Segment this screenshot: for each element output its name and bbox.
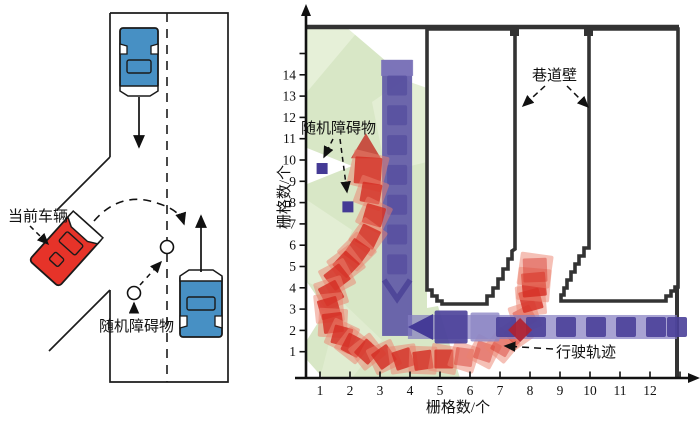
x-tick-label: 7: [497, 383, 504, 398]
left-panel-road-diagram: 当前车辆 随机障碍物: [8, 12, 229, 383]
y-axis-arrow: [301, 4, 311, 16]
wall-pointer-left: [521, 85, 546, 108]
red-mark-halo: [516, 251, 554, 289]
grid-obstacle: [342, 201, 354, 213]
left-obstacle-label: 随机障碍物: [99, 317, 174, 335]
trajectory-label: 行驶轨迹: [556, 344, 616, 361]
x-tick-label: 3: [377, 383, 384, 398]
red-mark: [412, 349, 434, 371]
grid-obstacle: [316, 163, 328, 175]
trajectory-pointer: [503, 341, 554, 352]
wall-label: 巷道壁: [532, 67, 577, 84]
road-outline: [109, 12, 229, 383]
y-tick-label: 1: [289, 344, 296, 359]
x-axis-title: 栅格数/个: [426, 399, 490, 416]
purple-band-marker: [646, 316, 666, 337]
x-axis-arrow: [688, 373, 700, 383]
purple-band-marker: [586, 316, 606, 337]
grid-obstacle-label: 随机障碍物: [301, 119, 376, 137]
y-tick-label: 12: [283, 110, 297, 125]
x-ticks: 1 2 3 4 5 6 7 8 9 10 11 12: [317, 371, 681, 398]
obstacle-circle-2: [126, 285, 142, 301]
purple-column-marker: [387, 164, 408, 185]
x-tick-label: 10: [583, 383, 597, 398]
current-vehicle-label: 当前车辆: [8, 208, 68, 225]
purple-column-chevron: [381, 278, 413, 304]
purple-column-cap: [381, 59, 414, 76]
x-tick-label: 4: [407, 383, 414, 398]
merge-path-arc: [93, 198, 187, 226]
red-current-vehicle: [29, 210, 105, 287]
current-vehicle-pointer: [29, 225, 50, 246]
y-axis-title: 栅格数/个: [276, 165, 293, 229]
grid-obstacle-pointer-1: [323, 138, 334, 159]
wall-pillar-1: [425, 27, 517, 306]
branch-lower-edge: [48, 289, 111, 352]
y-tick-label: 4: [289, 280, 296, 295]
y-tick-label: 7: [289, 216, 296, 231]
red-mark: [353, 156, 383, 185]
purple-band-marker: [434, 310, 468, 344]
obstacle-motion-arrow: [139, 260, 163, 286]
purple-band-marker: [470, 312, 500, 342]
y-tick-label: 13: [283, 89, 297, 104]
obstacle-circle-1: [159, 239, 175, 255]
red-mark: [359, 181, 383, 205]
purple-column-marker: [387, 254, 408, 275]
y-tick-label: 2: [289, 323, 296, 338]
purple-column-marker: [387, 224, 408, 245]
x-tick-label: 2: [347, 383, 354, 398]
purple-column-marker: [387, 75, 408, 96]
grid-obstacle-markers: [316, 163, 354, 213]
purple-band-marker: [526, 316, 546, 337]
x-tick-label: 12: [643, 383, 657, 398]
purple-column-marker: [387, 105, 408, 126]
wall-pointer-right: [566, 85, 590, 109]
purple-band-arrow: [407, 313, 434, 340]
y-tick-label: 8: [289, 195, 296, 210]
x-tick-label: 11: [614, 383, 627, 398]
purple-band-marker: [616, 316, 636, 337]
y-tick-label: 10: [283, 153, 297, 168]
blue-car-top: [119, 27, 159, 97]
y-tick-label: 14: [283, 67, 297, 82]
y-tick-label: 11: [283, 131, 296, 146]
purple-band-marker: [556, 316, 576, 337]
x-tick-label: 9: [557, 383, 564, 398]
y-tick-label: 9: [289, 174, 296, 189]
y-tick-label: 5: [289, 259, 296, 274]
branch-upper-edge: [56, 156, 111, 211]
x-tick-label: 8: [527, 383, 534, 398]
purple-column-marker: [387, 135, 408, 156]
purple-trajectory-vertical: [381, 59, 414, 336]
purple-trajectory-horizontal: [407, 310, 687, 344]
red-mark: [522, 257, 548, 283]
x-tick-label: 5: [437, 383, 444, 398]
roadway-walls: [306, 24, 680, 378]
x-tick-label: 1: [317, 383, 324, 398]
y-tick-label: 3: [289, 302, 296, 317]
y-tick-label: 6: [289, 238, 296, 253]
road-edges: [48, 12, 229, 383]
x-tick-label: 6: [467, 383, 474, 398]
purple-band-marker: [667, 316, 687, 337]
wall-pillar-2: [559, 27, 680, 303]
blue-car-bottom: [179, 269, 223, 338]
